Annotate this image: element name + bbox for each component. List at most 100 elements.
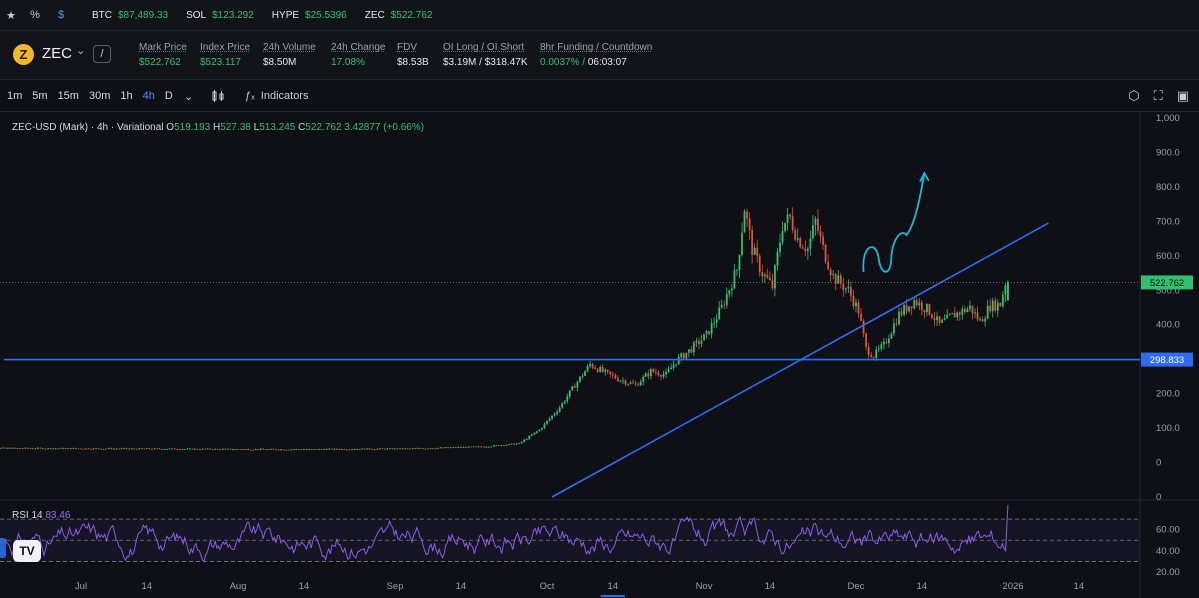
candle-body [500, 445, 503, 447]
candle-body [333, 448, 336, 450]
timeframe-30m[interactable]: 30m [88, 90, 111, 102]
candle-body [860, 313, 862, 321]
panel-expand-handle[interactable] [0, 538, 6, 558]
candle-body [252, 449, 255, 451]
timeframe-4h[interactable]: 4h [142, 90, 155, 102]
candle-body [26, 447, 29, 449]
camera-icon[interactable]: ▣ [1176, 88, 1189, 103]
legend-change: 3.42877 (+0.66%) [344, 122, 425, 133]
candle-body [976, 312, 979, 320]
timeframe-chevron-icon[interactable]: ⌄ [183, 90, 194, 103]
timeframe-1m[interactable]: 1m [7, 90, 23, 102]
candle-body [290, 449, 293, 451]
candle-style-icon[interactable] [211, 89, 225, 103]
candle-body [427, 448, 429, 450]
candle-body [920, 302, 923, 311]
candle-body [191, 448, 194, 450]
candle-body [710, 323, 713, 335]
price-chart[interactable]: 1,000900.0800.0700.0600.0500.0400.0300.0… [0, 112, 1199, 598]
stat-value: $522.762 [139, 57, 181, 68]
candle-body [282, 449, 285, 451]
candle-body [822, 236, 824, 245]
indicators-icon[interactable]: ƒₓ [245, 90, 255, 102]
percent-icon[interactable]: % [30, 9, 40, 21]
candle-body [979, 319, 981, 321]
stat-label: 8hr Funding / Countdown [540, 42, 653, 53]
candle-body [414, 448, 417, 450]
candle-body [130, 448, 133, 450]
candle-body [19, 448, 22, 449]
candle-body [571, 386, 574, 391]
candle-body [510, 443, 513, 445]
rsi-line [3, 504, 1009, 563]
candle-body [318, 448, 320, 450]
candle-body [637, 384, 640, 386]
candle-body [34, 448, 37, 450]
ticker-item-btc[interactable]: BTC $87,489.33 [92, 10, 168, 21]
ticker-symbol: BTC [92, 9, 112, 21]
candle-body [0, 448, 1, 449]
x-tick-label: 14 [608, 581, 619, 592]
tradingview-logo[interactable]: TV [13, 540, 41, 562]
candle-body [211, 449, 214, 451]
candle-body [247, 449, 250, 450]
stat-value: 0.0037% / 06:03:07 [540, 57, 627, 68]
candle-body [452, 447, 455, 449]
edit-slash-icon[interactable]: / [93, 45, 111, 63]
stat-24h-volume: 24h Volume $8.50M [263, 42, 316, 68]
candle-body [373, 449, 376, 451]
x-tick-label: Dec [848, 581, 865, 592]
candle-body [47, 448, 49, 449]
candle-body [520, 441, 523, 444]
timeframe-1h[interactable]: 1h [120, 90, 133, 102]
fullscreen-icon[interactable]: ⛶ [1153, 88, 1163, 103]
stat-label: FDV [397, 42, 417, 53]
candle-body [768, 277, 771, 280]
rsi-legend: RSI 14 83.46 [12, 510, 70, 521]
candle-body [918, 302, 921, 306]
candle-body [789, 214, 792, 217]
candle-body [594, 367, 597, 369]
candle-body [677, 356, 680, 365]
asset-name[interactable]: ZEC [42, 45, 72, 62]
timeframe-5m[interactable]: 5m [32, 90, 48, 102]
ticker-item-sol[interactable]: SOL $123.292 [186, 10, 254, 21]
legend-o-label: O [166, 122, 175, 133]
ticker-item-hype[interactable]: HYPE $25.5396 [272, 10, 347, 21]
settings-icon[interactable]: ⬡ [1128, 88, 1140, 103]
dollar-icon[interactable]: $ [57, 9, 65, 21]
candle-body [138, 448, 141, 450]
candle-body [229, 448, 232, 450]
candle-body [1006, 282, 1009, 301]
ticker-item-zec[interactable]: ZEC $522.762 [365, 10, 433, 21]
y-tick-label: 0 [1156, 458, 1161, 469]
timeframe-d[interactable]: D [164, 90, 173, 102]
timeframe-15m[interactable]: 15m [57, 90, 79, 102]
candle-body [378, 448, 381, 450]
chevron-down-icon[interactable]: ⌄ [76, 45, 86, 57]
candle-body [244, 449, 247, 450]
candle-body [37, 447, 39, 449]
candle-body [270, 448, 272, 450]
candle-body [199, 449, 201, 451]
candle-body [791, 216, 794, 231]
candle-body [875, 349, 878, 358]
indicators-button[interactable]: Indicators [260, 90, 309, 102]
candle-body [852, 295, 855, 307]
star-icon[interactable]: ★ [6, 9, 16, 22]
candle-body [110, 448, 113, 450]
candle-body [404, 448, 407, 450]
candle-body [376, 448, 379, 450]
candle-body [543, 423, 546, 428]
candle-body [351, 449, 353, 451]
candle-body [713, 322, 716, 324]
candle-body [652, 369, 655, 373]
candle-body [862, 320, 865, 334]
candle-body [297, 449, 300, 450]
candle-body [606, 369, 609, 372]
candle-body [305, 449, 308, 451]
candle-body [475, 446, 477, 448]
candle-body [69, 448, 72, 449]
candle-body [102, 448, 105, 450]
candle-body [857, 302, 860, 314]
